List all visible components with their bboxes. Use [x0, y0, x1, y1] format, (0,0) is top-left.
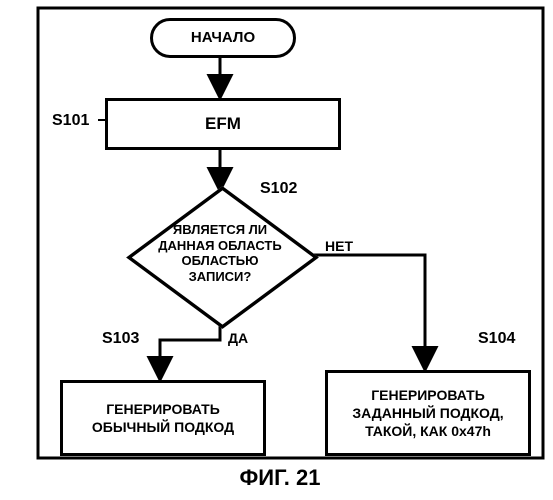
node-s104-text: ГЕНЕРИРОВАТЬ ЗАДАННЫЙ ПОДКОД, ТАКОЙ, КАК… — [352, 386, 503, 441]
edge-s102-s104 — [285, 255, 425, 367]
label-s101: S101 — [52, 112, 89, 130]
edge-s102-s103 — [160, 319, 220, 377]
node-s102-text: ЯВЛЯЕТСЯ ЛИ ДАННАЯ ОБЛАСТЬ ОБЛАСТЬЮ ЗАПИ… — [145, 222, 295, 284]
figure-caption: ФИГ. 21 — [200, 465, 360, 491]
label-s104: S104 — [478, 330, 515, 348]
edge-label-no: НЕТ — [325, 238, 353, 254]
node-start-text: НАЧАЛО — [191, 29, 255, 46]
node-s101: EFM — [105, 98, 341, 150]
node-s103: ГЕНЕРИРОВАТЬ ОБЫЧНЫЙ ПОДКОД — [60, 380, 266, 456]
node-start: НАЧАЛО — [150, 18, 296, 58]
flowchart-canvas: НАЧАЛО EFM ЯВЛЯЕТСЯ ЛИ ДАННАЯ ОБЛАСТЬ ОБ… — [0, 0, 553, 500]
label-s102: S102 — [260, 180, 297, 198]
label-s103: S103 — [102, 330, 139, 348]
edge-label-yes: ДА — [228, 330, 248, 346]
node-s101-text: EFM — [205, 114, 241, 134]
node-s103-text: ГЕНЕРИРОВАТЬ ОБЫЧНЫЙ ПОДКОД — [92, 400, 234, 436]
node-s104: ГЕНЕРИРОВАТЬ ЗАДАННЫЙ ПОДКОД, ТАКОЙ, КАК… — [325, 370, 531, 456]
